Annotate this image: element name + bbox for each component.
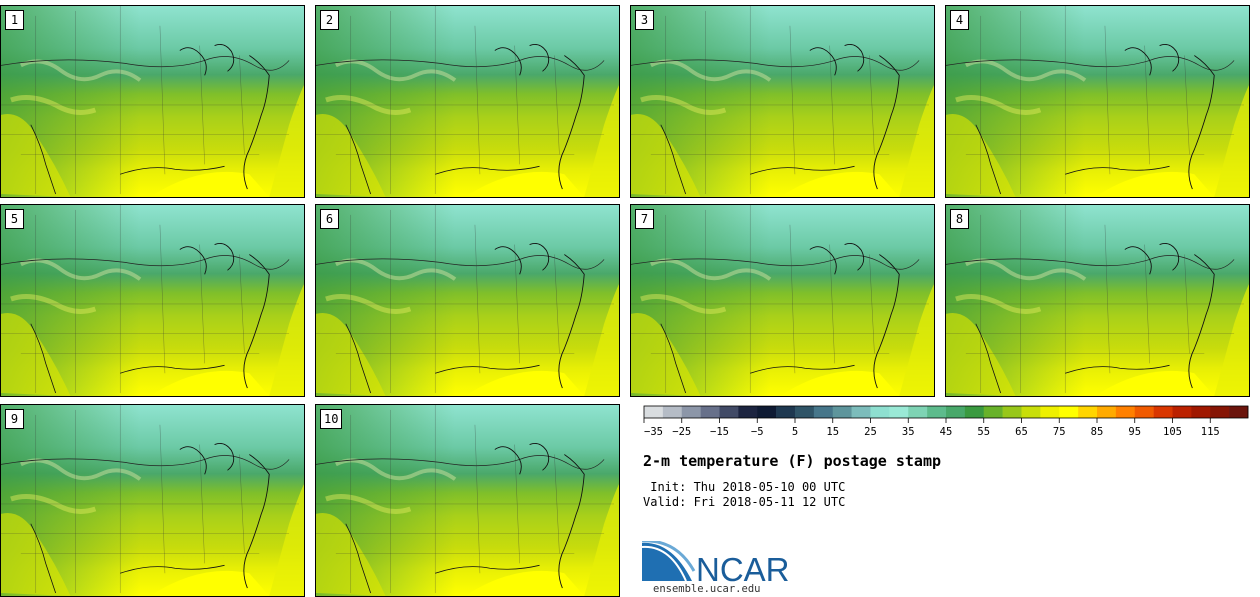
colorbar-tick-label: 15 (826, 426, 839, 438)
colorbar-tick-label: 105 (1163, 426, 1182, 438)
colorbar-segment (1059, 406, 1079, 418)
colorbar-tick-label: −5 (751, 426, 764, 438)
postage-stamp-member: 2 (315, 5, 620, 198)
colorbar-tick-label: −25 (672, 426, 691, 438)
colorbar-segment (813, 406, 834, 418)
member-number: 2 (320, 10, 339, 30)
colorbar-segment (795, 406, 815, 418)
temperature-map (1, 405, 304, 596)
temperature-map (946, 205, 1249, 396)
colorbar-segment (946, 406, 966, 418)
member-number: 8 (950, 209, 969, 229)
postage-stamp-member: 7 (630, 204, 935, 397)
postage-stamp-member: 3 (630, 5, 935, 198)
colorbar-segment (776, 406, 796, 418)
temperature-map (946, 6, 1249, 197)
temperature-map (316, 205, 619, 396)
colorbar-segment (889, 406, 909, 418)
colorbar-tick-label: 85 (1091, 426, 1104, 438)
member-number: 3 (635, 10, 654, 30)
colorbar-segment (1210, 406, 1230, 418)
colorbar-tick-label: 35 (902, 426, 915, 438)
postage-stamp-member: 9 (0, 404, 305, 597)
colorbar-segment (1134, 406, 1154, 418)
colorbar-tick-label: −35 (644, 426, 663, 438)
colorbar-tick-label: 45 (940, 426, 953, 438)
member-number: 4 (950, 10, 969, 30)
colorbar-segment (1078, 406, 1098, 418)
ncar-logo: NCAR (642, 541, 790, 583)
postage-stamp-member: 4 (945, 5, 1250, 198)
colorbar-segment (1040, 406, 1060, 418)
colorbar-segment (851, 406, 871, 418)
colorbar-segment (1021, 406, 1041, 418)
colorbar-segment (1002, 406, 1022, 418)
valid-time: Valid: Fri 2018-05-11 12 UTC (643, 495, 846, 509)
colorbar-segment (1115, 406, 1136, 418)
colorbar-tick-label: 75 (1053, 426, 1066, 438)
postage-stamp-member: 10 (315, 404, 620, 597)
colorbar-tick-label: 65 (1015, 426, 1028, 438)
colorbar-tick-label: −15 (710, 426, 729, 438)
colorbar-segment (644, 406, 664, 418)
init-time: Init: Thu 2018-05-10 00 UTC (643, 480, 846, 494)
logo-url: ensemble.ucar.edu (653, 583, 761, 595)
colorbar-tick-label: 95 (1128, 426, 1141, 438)
colorbar-segment (927, 406, 947, 418)
member-number: 5 (5, 209, 24, 229)
colorbar-segment (738, 406, 758, 418)
member-number: 10 (320, 409, 343, 429)
colorbar-tick-label: 55 (977, 426, 990, 438)
colorbar-segment (908, 406, 928, 418)
colorbar-segment (983, 406, 1003, 418)
colorbar-segment (719, 406, 739, 418)
temperature-map (1, 205, 304, 396)
temperature-map (316, 405, 619, 596)
postage-stamp-member: 6 (315, 204, 620, 397)
postage-stamp-member: 1 (0, 5, 305, 198)
colorbar-segment (1229, 406, 1249, 418)
colorbar-segment (832, 406, 852, 418)
colorbar-segment (870, 406, 890, 418)
colorbar-tick-label: 115 (1201, 426, 1220, 438)
colorbar-segment (1172, 406, 1192, 418)
colorbar-segment (1153, 406, 1173, 418)
figure-title: 2-m temperature (F) postage stamp (643, 452, 942, 470)
colorbar-segment (662, 406, 683, 418)
temperature-colorbar: −35 −25 −15 −5 5 15 25 35 45 55 65 75 85 95 105 115 (643, 405, 1249, 438)
colorbar-segment (757, 406, 777, 418)
postage-stamp-member: 8 (945, 204, 1250, 397)
member-number: 7 (635, 209, 654, 229)
colorbar-segment (964, 406, 985, 418)
colorbar-segment (681, 406, 701, 418)
colorbar-tick-label: 5 (792, 426, 798, 438)
temperature-map (631, 205, 934, 396)
temperature-map (1, 6, 304, 197)
temperature-map (631, 6, 934, 197)
colorbar-segment (1097, 406, 1117, 418)
ncar-logo-text: NCAR (696, 551, 790, 583)
colorbar-segment (700, 406, 720, 418)
temperature-map (316, 6, 619, 197)
postage-stamp-member: 5 (0, 204, 305, 397)
member-number: 6 (320, 209, 339, 229)
member-number: 1 (5, 10, 24, 30)
member-number: 9 (5, 409, 24, 429)
colorbar-segment (1191, 406, 1211, 418)
colorbar-tick-label: 25 (864, 426, 877, 438)
